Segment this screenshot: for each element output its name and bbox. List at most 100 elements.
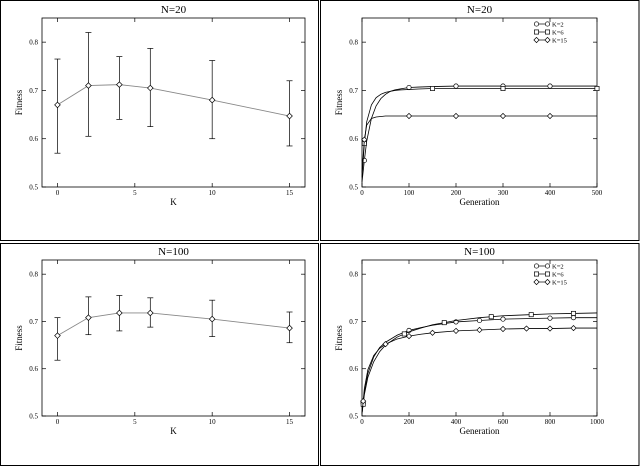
legend-label: K=15 xyxy=(552,279,567,286)
data-point-marker xyxy=(430,86,435,91)
series-k6 xyxy=(360,310,598,414)
y-tick-label: 0.7 xyxy=(349,318,358,326)
data-point-marker xyxy=(547,315,553,321)
data-point-marker xyxy=(594,86,600,91)
data-point-marker xyxy=(500,316,506,322)
x-axis-label: K xyxy=(170,197,177,207)
series-line xyxy=(361,327,597,414)
series-line xyxy=(361,88,597,178)
data-point-marker xyxy=(452,112,460,120)
x-tick-label: 0 xyxy=(56,418,60,426)
chart-title: N=20 xyxy=(467,4,493,16)
x-tick-label: 0 xyxy=(360,189,364,197)
plot-frame xyxy=(361,259,598,417)
data-point-marker xyxy=(476,317,483,324)
x-tick-label: 200 xyxy=(451,189,462,197)
data-point-marker xyxy=(405,112,413,120)
x-tick-label: 10 xyxy=(209,418,217,426)
x-tick-label: 15 xyxy=(286,418,294,426)
x-tick-label: 800 xyxy=(545,418,556,426)
series-line xyxy=(361,317,597,414)
x-tick-label: 400 xyxy=(545,189,556,197)
data-point-marker xyxy=(570,315,577,321)
series-k15 xyxy=(361,112,597,173)
chart-panel-n100-vs-generation: N=100 Generation Fitness 0 200 400 600 800 1000 0… xyxy=(334,246,605,436)
data-point xyxy=(208,96,216,104)
legend: K=2K=6K=15 xyxy=(533,263,567,286)
y-tick-label: 0.6 xyxy=(29,365,38,373)
panel-border-top-left xyxy=(0,0,319,241)
chart-title: N=100 xyxy=(158,246,189,258)
panel-border-top-right xyxy=(320,0,640,241)
series-line xyxy=(361,85,597,183)
y-tick-label: 0.5 xyxy=(349,184,358,192)
y-tick-label: 0.7 xyxy=(349,87,358,95)
x-tick-label: 15 xyxy=(286,189,294,197)
data-point-marker xyxy=(441,320,447,326)
x-tick-label: 600 xyxy=(498,418,509,426)
data-point-marker xyxy=(488,314,494,320)
data-point xyxy=(85,314,92,321)
chart-panel-n20-vs-generation: N=20 Generation Fitness 0 100 200 300 400 500 0.5… xyxy=(334,4,603,207)
x-tick-label: 10 xyxy=(209,189,217,197)
x-tick-label: 5 xyxy=(133,189,137,197)
series-line xyxy=(57,84,290,117)
series-0 xyxy=(54,295,293,361)
y-axis-label: Fitness xyxy=(334,89,344,115)
legend-marker xyxy=(533,36,540,44)
y-tick-label: 0.8 xyxy=(29,271,38,279)
data-point-marker xyxy=(528,312,534,318)
y-tick-label: 0.6 xyxy=(29,135,38,143)
chart-title: N=20 xyxy=(161,4,187,16)
x-tick-label: 0 xyxy=(360,418,364,426)
legend-label: K=15 xyxy=(552,37,567,44)
y-tick-label: 0.5 xyxy=(29,413,38,421)
data-point-marker xyxy=(571,310,576,316)
data-point-marker xyxy=(360,398,367,405)
y-axis-label: Fitness xyxy=(14,325,24,351)
chart-panel-n100-vs-k: N=100 K Fitness 0 5 10 15 0.5 0.6 0.7 0.8 xyxy=(14,246,306,436)
plot-frame xyxy=(41,17,306,188)
data-point xyxy=(286,324,293,332)
data-point-marker xyxy=(546,325,554,332)
x-axis-label: Generation xyxy=(460,426,500,436)
y-tick-label: 0.5 xyxy=(349,413,358,421)
legend-marker xyxy=(544,278,551,286)
data-point xyxy=(208,315,216,323)
y-axis-label: Fitness xyxy=(14,89,24,115)
data-point xyxy=(116,309,123,317)
data-point-marker xyxy=(546,112,554,120)
y-tick-label: 0.5 xyxy=(29,184,38,192)
data-point-marker xyxy=(500,86,506,91)
data-point xyxy=(85,82,92,89)
legend-marker xyxy=(545,271,550,277)
data-point-marker xyxy=(547,83,553,89)
y-tick-label: 0.8 xyxy=(349,271,358,279)
legend: K=2K=6K=15 xyxy=(533,21,567,44)
legend-marker xyxy=(544,36,551,44)
data-point-marker xyxy=(476,326,483,334)
series-line xyxy=(57,312,290,337)
data-point xyxy=(54,101,61,109)
data-point xyxy=(146,84,154,92)
data-point-marker xyxy=(361,136,368,143)
legend-marker xyxy=(544,263,551,269)
y-tick-label: 0.8 xyxy=(349,39,358,47)
data-point xyxy=(146,309,154,317)
data-point-marker xyxy=(570,324,577,332)
chart-panel-n20-vs-k: N=20 K Fitness 0 5 10 15 0.5 0.6 0.7 0.8 xyxy=(14,4,306,207)
data-point-marker xyxy=(382,341,389,348)
legend-marker xyxy=(533,263,540,269)
legend-marker xyxy=(533,278,540,286)
legend-label: K=2 xyxy=(552,263,564,270)
data-point-marker xyxy=(401,331,407,337)
legend-marker xyxy=(534,271,539,277)
y-tick-label: 0.7 xyxy=(29,87,38,95)
x-tick-label: 300 xyxy=(498,189,509,197)
x-axis-label: K xyxy=(170,426,177,436)
x-tick-label: 200 xyxy=(404,418,415,426)
plot-frame xyxy=(361,17,598,188)
data-point-marker xyxy=(405,333,413,340)
